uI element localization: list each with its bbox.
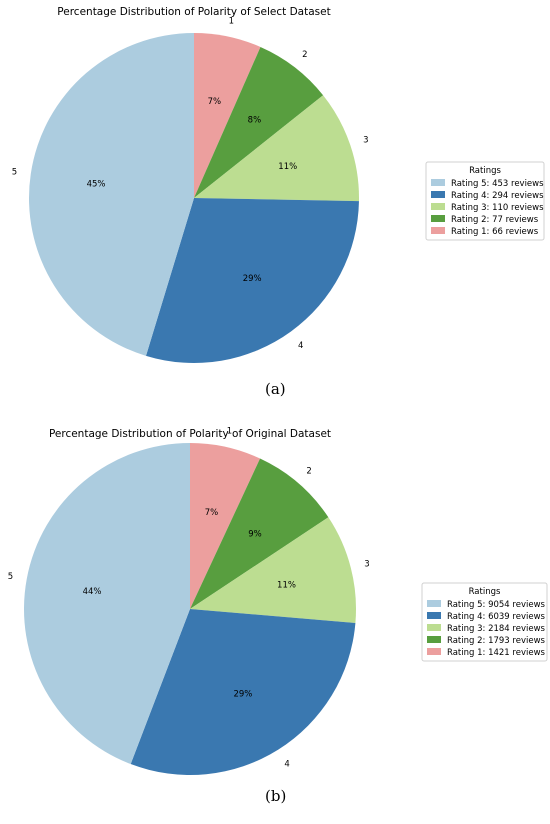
figure-caption: (a): [265, 380, 286, 398]
category-label: 3: [364, 560, 369, 570]
legend: Ratings Rating 5: 9054 reviews Rating 4: 6…: [421, 582, 548, 662]
slices-group: [24, 443, 356, 775]
legend-entry: Rating 4: 6039 reviews: [447, 612, 546, 622]
chart-title: Percentage Distribution of Polarity of O…: [49, 428, 331, 440]
pie-chart-b: Percentage Distribution of Polarity of O…: [8, 427, 548, 775]
percent-label: 29%: [233, 689, 252, 699]
pie-slice-rating-4: [145, 198, 359, 363]
chart-title: Percentage Distribution of Polarity of S…: [57, 6, 330, 18]
chart-panel-a: Percentage Distribution of Polarity of S…: [12, 6, 545, 398]
pie-slice-rating-1: [190, 443, 261, 609]
legend-swatch: [427, 600, 441, 607]
pie-slice-rating-2: [194, 46, 324, 199]
percent-label: 11%: [277, 580, 296, 590]
legend-swatch: [431, 191, 445, 198]
category-label: 1: [227, 427, 232, 437]
legend-swatch: [427, 648, 441, 655]
legend-swatch: [431, 203, 445, 210]
slices-group: [29, 33, 359, 363]
legend-entry: Rating 1: 66 reviews: [451, 227, 539, 237]
pie-slice-rating-5: [24, 443, 191, 765]
legend-entry: Rating 2: 1793 reviews: [447, 636, 546, 646]
category-label: 4: [284, 760, 289, 770]
legend-entry: Rating 1: 1421 reviews: [447, 648, 546, 658]
category-label: 3: [363, 136, 368, 146]
legend-box: [425, 161, 545, 241]
legend-entry: Rating 2: 77 reviews: [451, 215, 539, 225]
legend-swatch: [427, 624, 441, 631]
legend-entry: Rating 3: 110 reviews: [451, 203, 544, 213]
pie-slice-rating-3: [190, 517, 356, 623]
legend-title: Ratings: [469, 166, 501, 176]
category-label: 5: [8, 572, 13, 582]
chart-panel-b: Percentage Distribution of Polarity of O…: [0, 412, 550, 824]
percent-label: 11%: [278, 162, 297, 172]
percent-label: 7%: [208, 97, 222, 107]
pie-slice-rating-4: [130, 609, 356, 775]
legend: Ratings Rating 5: 453 reviews Rating 4: 29…: [425, 161, 545, 241]
legend-entry: Rating 3: 2184 reviews: [447, 624, 546, 634]
legend-swatch: [431, 227, 445, 234]
category-label: 2: [306, 467, 311, 477]
labels-group: 7% 1 9% 2 11% 3 29% 4 44% 5: [8, 427, 370, 770]
category-label: 5: [12, 167, 17, 177]
pie-slice-rating-5: [29, 33, 195, 356]
legend-swatch: [427, 636, 441, 643]
category-label: 1: [229, 16, 234, 26]
figure-caption: (b): [265, 787, 287, 805]
pie-slice-rating-3: [194, 95, 359, 202]
pie-chart-a: Percentage Distribution of Polarity of S…: [12, 6, 545, 363]
labels-group: 7% 1 8% 2 11% 3 29% 4 45% 5: [12, 16, 369, 350]
legend-entry: Rating 5: 9054 reviews: [447, 600, 546, 610]
legend-entry: Rating 5: 453 reviews: [451, 179, 544, 189]
percent-label: 44%: [83, 587, 102, 597]
legend-swatch: [427, 612, 441, 619]
legend-entry: Rating 4: 294 reviews: [451, 191, 544, 201]
percent-label: 7%: [205, 508, 219, 518]
legend-swatch: [431, 179, 445, 186]
legend-swatch: [431, 215, 445, 222]
legend-title: Ratings: [469, 587, 501, 597]
percent-label: 45%: [87, 179, 106, 189]
legend-box: [421, 582, 548, 662]
category-label: 4: [298, 341, 303, 351]
percent-label: 9%: [248, 530, 262, 540]
percent-label: 8%: [248, 116, 262, 126]
pie-slice-rating-1: [194, 33, 261, 198]
percent-label: 29%: [243, 274, 262, 284]
category-label: 2: [302, 50, 307, 60]
pie-slice-rating-2: [190, 458, 329, 609]
